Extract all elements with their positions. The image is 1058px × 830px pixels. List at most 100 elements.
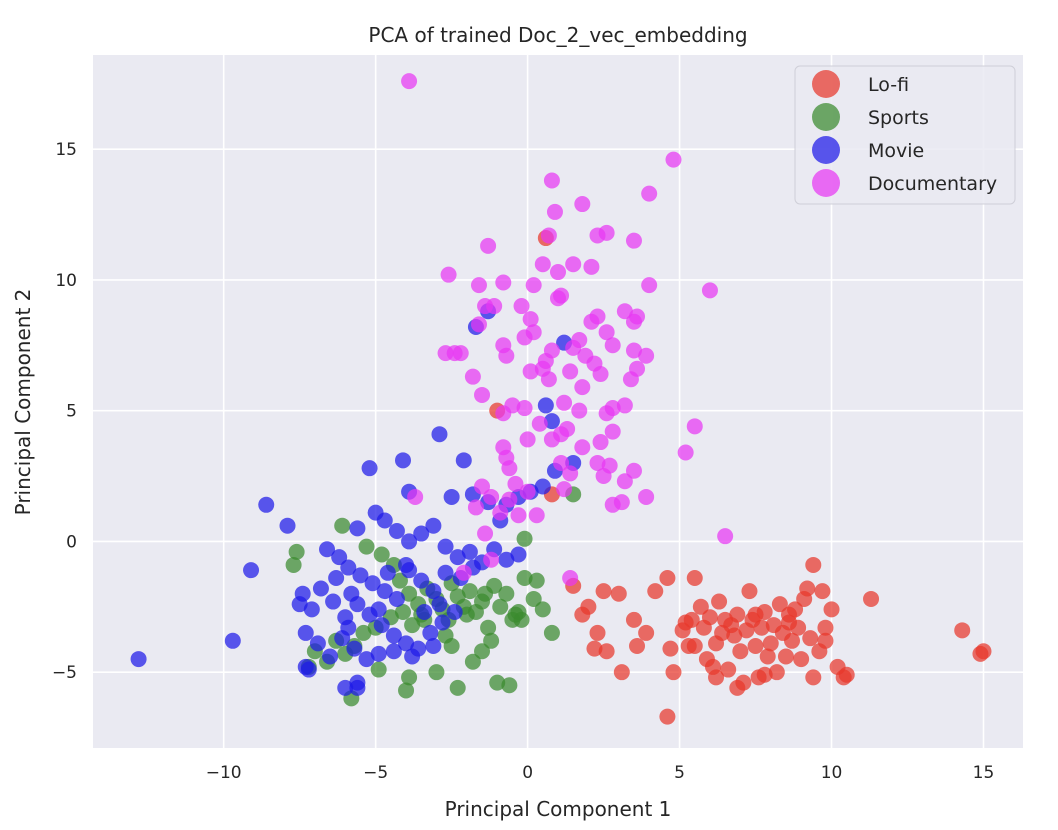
- point-sports: [458, 606, 475, 623]
- point-documentary: [604, 496, 621, 513]
- point-lo-fi: [863, 590, 880, 607]
- point-documentary: [665, 151, 682, 168]
- point-documentary: [556, 394, 573, 411]
- point-movie: [337, 679, 354, 696]
- legend-marker-documentary: [812, 169, 840, 197]
- point-lo-fi: [790, 619, 807, 636]
- point-documentary: [522, 363, 539, 380]
- point-lo-fi: [598, 643, 615, 660]
- point-movie: [422, 624, 439, 641]
- point-movie: [328, 570, 345, 587]
- point-movie: [303, 601, 320, 618]
- point-lo-fi: [701, 609, 718, 626]
- point-documentary: [562, 465, 579, 482]
- point-movie: [431, 596, 448, 613]
- point-movie: [443, 488, 460, 505]
- point-documentary: [543, 172, 560, 189]
- point-lo-fi: [805, 669, 822, 686]
- point-movie: [349, 520, 366, 537]
- y-tick-label: 5: [66, 402, 77, 422]
- point-lo-fi: [729, 606, 746, 623]
- legend-marker-lo-fi: [812, 70, 840, 98]
- point-documentary: [495, 405, 512, 422]
- point-documentary: [574, 196, 591, 213]
- point-documentary: [467, 499, 484, 516]
- point-documentary: [583, 313, 600, 330]
- point-movie: [446, 604, 463, 621]
- point-documentary: [477, 525, 494, 542]
- legend-marker-movie: [812, 136, 840, 164]
- point-sports: [334, 517, 351, 534]
- point-documentary: [574, 439, 591, 456]
- point-documentary: [486, 298, 503, 315]
- x-tick-label: −5: [363, 763, 388, 783]
- point-documentary: [483, 551, 500, 568]
- point-sports: [525, 590, 542, 607]
- legend-box: [794, 65, 1016, 205]
- point-documentary: [641, 277, 658, 294]
- point-documentary: [565, 339, 582, 356]
- point-sports: [401, 585, 418, 602]
- point-sports: [443, 638, 460, 655]
- point-movie: [449, 549, 466, 566]
- point-sports: [513, 611, 530, 628]
- point-documentary: [498, 347, 515, 364]
- point-lo-fi: [954, 622, 971, 639]
- point-movie: [346, 640, 363, 657]
- point-documentary: [616, 303, 633, 320]
- point-documentary: [574, 379, 591, 396]
- legend-label-lo-fi: Lo-fi: [868, 74, 909, 96]
- point-documentary: [641, 185, 658, 202]
- point-documentary: [583, 258, 600, 275]
- point-sports: [404, 617, 421, 634]
- point-lo-fi: [838, 666, 855, 683]
- point-movie: [404, 648, 421, 665]
- point-lo-fi: [759, 648, 776, 665]
- x-tick-labels: −10 −5 0 5 10 15: [206, 763, 995, 783]
- point-lo-fi: [777, 648, 794, 665]
- point-movie: [385, 627, 402, 644]
- point-documentary: [625, 313, 642, 330]
- point-documentary: [625, 342, 642, 359]
- point-sports: [428, 664, 445, 681]
- point-lo-fi: [662, 640, 679, 657]
- point-lo-fi: [975, 643, 992, 660]
- point-sports: [370, 661, 387, 678]
- point-documentary: [540, 227, 557, 244]
- point-sports: [464, 653, 481, 670]
- point-movie: [537, 397, 554, 414]
- point-lo-fi: [732, 643, 749, 660]
- point-sports: [492, 598, 509, 615]
- point-movie: [312, 580, 329, 597]
- legend-label-documentary: Documentary: [868, 173, 997, 195]
- point-movie: [331, 549, 348, 566]
- point-documentary: [562, 363, 579, 380]
- point-sports: [534, 601, 551, 618]
- x-axis-label: Principal Component 1: [445, 797, 672, 821]
- point-movie: [416, 604, 433, 621]
- point-documentary: [501, 491, 518, 508]
- point-documentary: [625, 232, 642, 249]
- point-documentary: [546, 203, 563, 220]
- point-movie: [437, 538, 454, 555]
- point-lo-fi: [625, 611, 642, 628]
- point-lo-fi: [686, 638, 703, 655]
- point-documentary: [507, 475, 524, 492]
- point-documentary: [686, 418, 703, 435]
- point-documentary: [407, 488, 424, 505]
- point-lo-fi: [805, 556, 822, 573]
- point-documentary: [519, 431, 536, 448]
- point-lo-fi: [647, 583, 664, 600]
- point-documentary: [480, 237, 497, 254]
- point-documentary: [589, 454, 606, 471]
- point-movie: [455, 452, 472, 469]
- point-movie: [325, 593, 342, 610]
- point-lo-fi: [753, 619, 770, 636]
- point-movie: [498, 551, 515, 568]
- point-sports: [489, 674, 506, 691]
- point-documentary: [616, 473, 633, 490]
- point-documentary: [474, 386, 491, 403]
- x-tick-label: 0: [522, 763, 533, 783]
- point-documentary: [592, 366, 609, 383]
- point-documentary: [474, 478, 491, 495]
